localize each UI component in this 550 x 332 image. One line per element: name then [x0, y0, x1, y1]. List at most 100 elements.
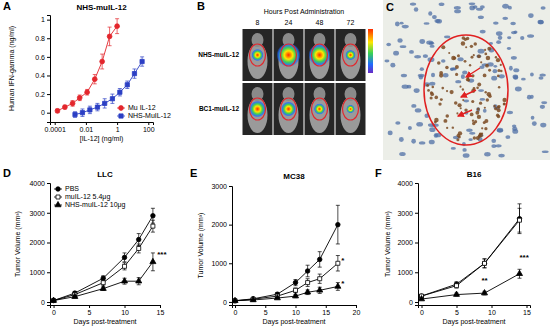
nucleus — [402, 25, 409, 29]
chart-panel: 0.00010.01110000.20.40.60.81Mu IL-12NHS-… — [3, 0, 171, 143]
x-tick: 0.0001 — [44, 122, 66, 133]
stained-cell — [438, 102, 441, 105]
nucleus — [462, 148, 466, 152]
stained-cell — [455, 73, 458, 76]
y-tick: 2000 — [29, 239, 50, 246]
x-axis: 0.00010.011100 — [44, 122, 154, 133]
image-cell — [336, 29, 366, 81]
series — [420, 208, 522, 298]
x-tick-mark — [160, 305, 161, 308]
image-cell — [274, 83, 304, 135]
x-tick-label: 5 — [88, 309, 92, 316]
y-tick: 1 — [41, 16, 50, 23]
nucleus — [386, 43, 391, 47]
stained-cell — [432, 86, 435, 89]
x-tick: 1 — [116, 122, 120, 133]
nucleus — [414, 55, 421, 58]
nucleus — [463, 153, 470, 158]
marker — [70, 101, 75, 106]
nucleus — [400, 22, 404, 25]
legend-label: NHS-muIL-12 10μg — [65, 201, 126, 209]
stained-cell — [461, 41, 465, 45]
marker — [107, 34, 112, 39]
image-cell — [336, 83, 366, 135]
image-cell — [305, 83, 335, 135]
series-line — [57, 26, 117, 111]
y-tick: 0 — [409, 299, 418, 306]
stained-cell — [494, 107, 497, 110]
y-tick-label: 1000 — [211, 260, 227, 267]
stained-cell — [478, 134, 482, 138]
stained-cell — [464, 108, 467, 111]
nucleus — [539, 73, 545, 76]
y-axis-line — [47, 16, 51, 123]
signal — [249, 101, 266, 118]
roi — [281, 98, 297, 120]
x-tick-label: 15 — [523, 309, 531, 316]
series-line — [54, 226, 153, 300]
stained-cell — [457, 134, 461, 138]
nucleus — [478, 49, 485, 54]
nucleus — [528, 13, 533, 18]
y-tick-label: 2000 — [397, 239, 413, 246]
marker — [121, 278, 127, 283]
y-axis-title: Tumor Volume (mm³) — [197, 213, 205, 279]
error-bar — [71, 101, 75, 107]
stained-cell — [498, 86, 501, 89]
nucleus — [507, 47, 511, 50]
x-tick: 5 — [455, 305, 459, 316]
x-tick-label: 1 — [116, 126, 120, 133]
nucleus — [414, 88, 420, 93]
marker — [292, 293, 298, 298]
error-bar — [306, 279, 310, 287]
nucleus — [436, 19, 442, 24]
stained-cell — [446, 127, 448, 129]
y-tick-mark — [415, 243, 418, 244]
error-bar — [110, 94, 114, 103]
stained-cell — [475, 111, 479, 115]
error-bar — [95, 103, 99, 110]
error-bar — [63, 105, 67, 109]
stained-cell — [495, 56, 497, 58]
marker — [150, 258, 156, 263]
signal — [308, 44, 330, 66]
stained-cell — [502, 98, 506, 102]
y-tick-mark — [47, 20, 50, 21]
error-bar — [125, 81, 129, 88]
x-axis-line — [233, 306, 357, 309]
x-axis: 051015 — [419, 305, 531, 316]
nucleus — [411, 139, 416, 144]
legend-marker — [56, 195, 60, 199]
roi — [312, 44, 328, 66]
stained-cell — [484, 49, 486, 51]
nucleus — [409, 50, 414, 54]
mouse-body — [279, 97, 299, 133]
y-tick: 3000 — [29, 209, 50, 216]
legend: Mu IL-12NHS-MuIL-12 — [117, 104, 171, 119]
y-tick-mark — [47, 38, 50, 39]
nucleus — [431, 73, 435, 78]
y-tick-label: 4000 — [29, 180, 45, 187]
stained-cell — [484, 107, 486, 109]
stained-cell — [462, 99, 464, 101]
error-bar — [132, 69, 136, 78]
x-tick: 20 — [353, 305, 361, 316]
y-tick-mark — [47, 94, 50, 95]
marker — [103, 101, 107, 105]
y-tick-label: 2000 — [29, 239, 45, 246]
nucleus — [540, 123, 546, 128]
stained-cell — [426, 84, 429, 87]
marker — [85, 90, 90, 95]
marker — [250, 296, 256, 301]
nucleus — [538, 20, 544, 24]
nucleus — [531, 116, 535, 120]
nucleus — [395, 121, 400, 125]
series-line — [235, 225, 338, 301]
legend-label: NHS-MuIL-12 — [128, 112, 171, 119]
x-axis: 05101520 — [233, 305, 361, 316]
x-axis-line — [51, 123, 154, 126]
marker — [453, 291, 459, 296]
error-bar — [455, 283, 459, 288]
x-tick-label: 5 — [264, 309, 268, 316]
nucleus — [540, 105, 545, 109]
